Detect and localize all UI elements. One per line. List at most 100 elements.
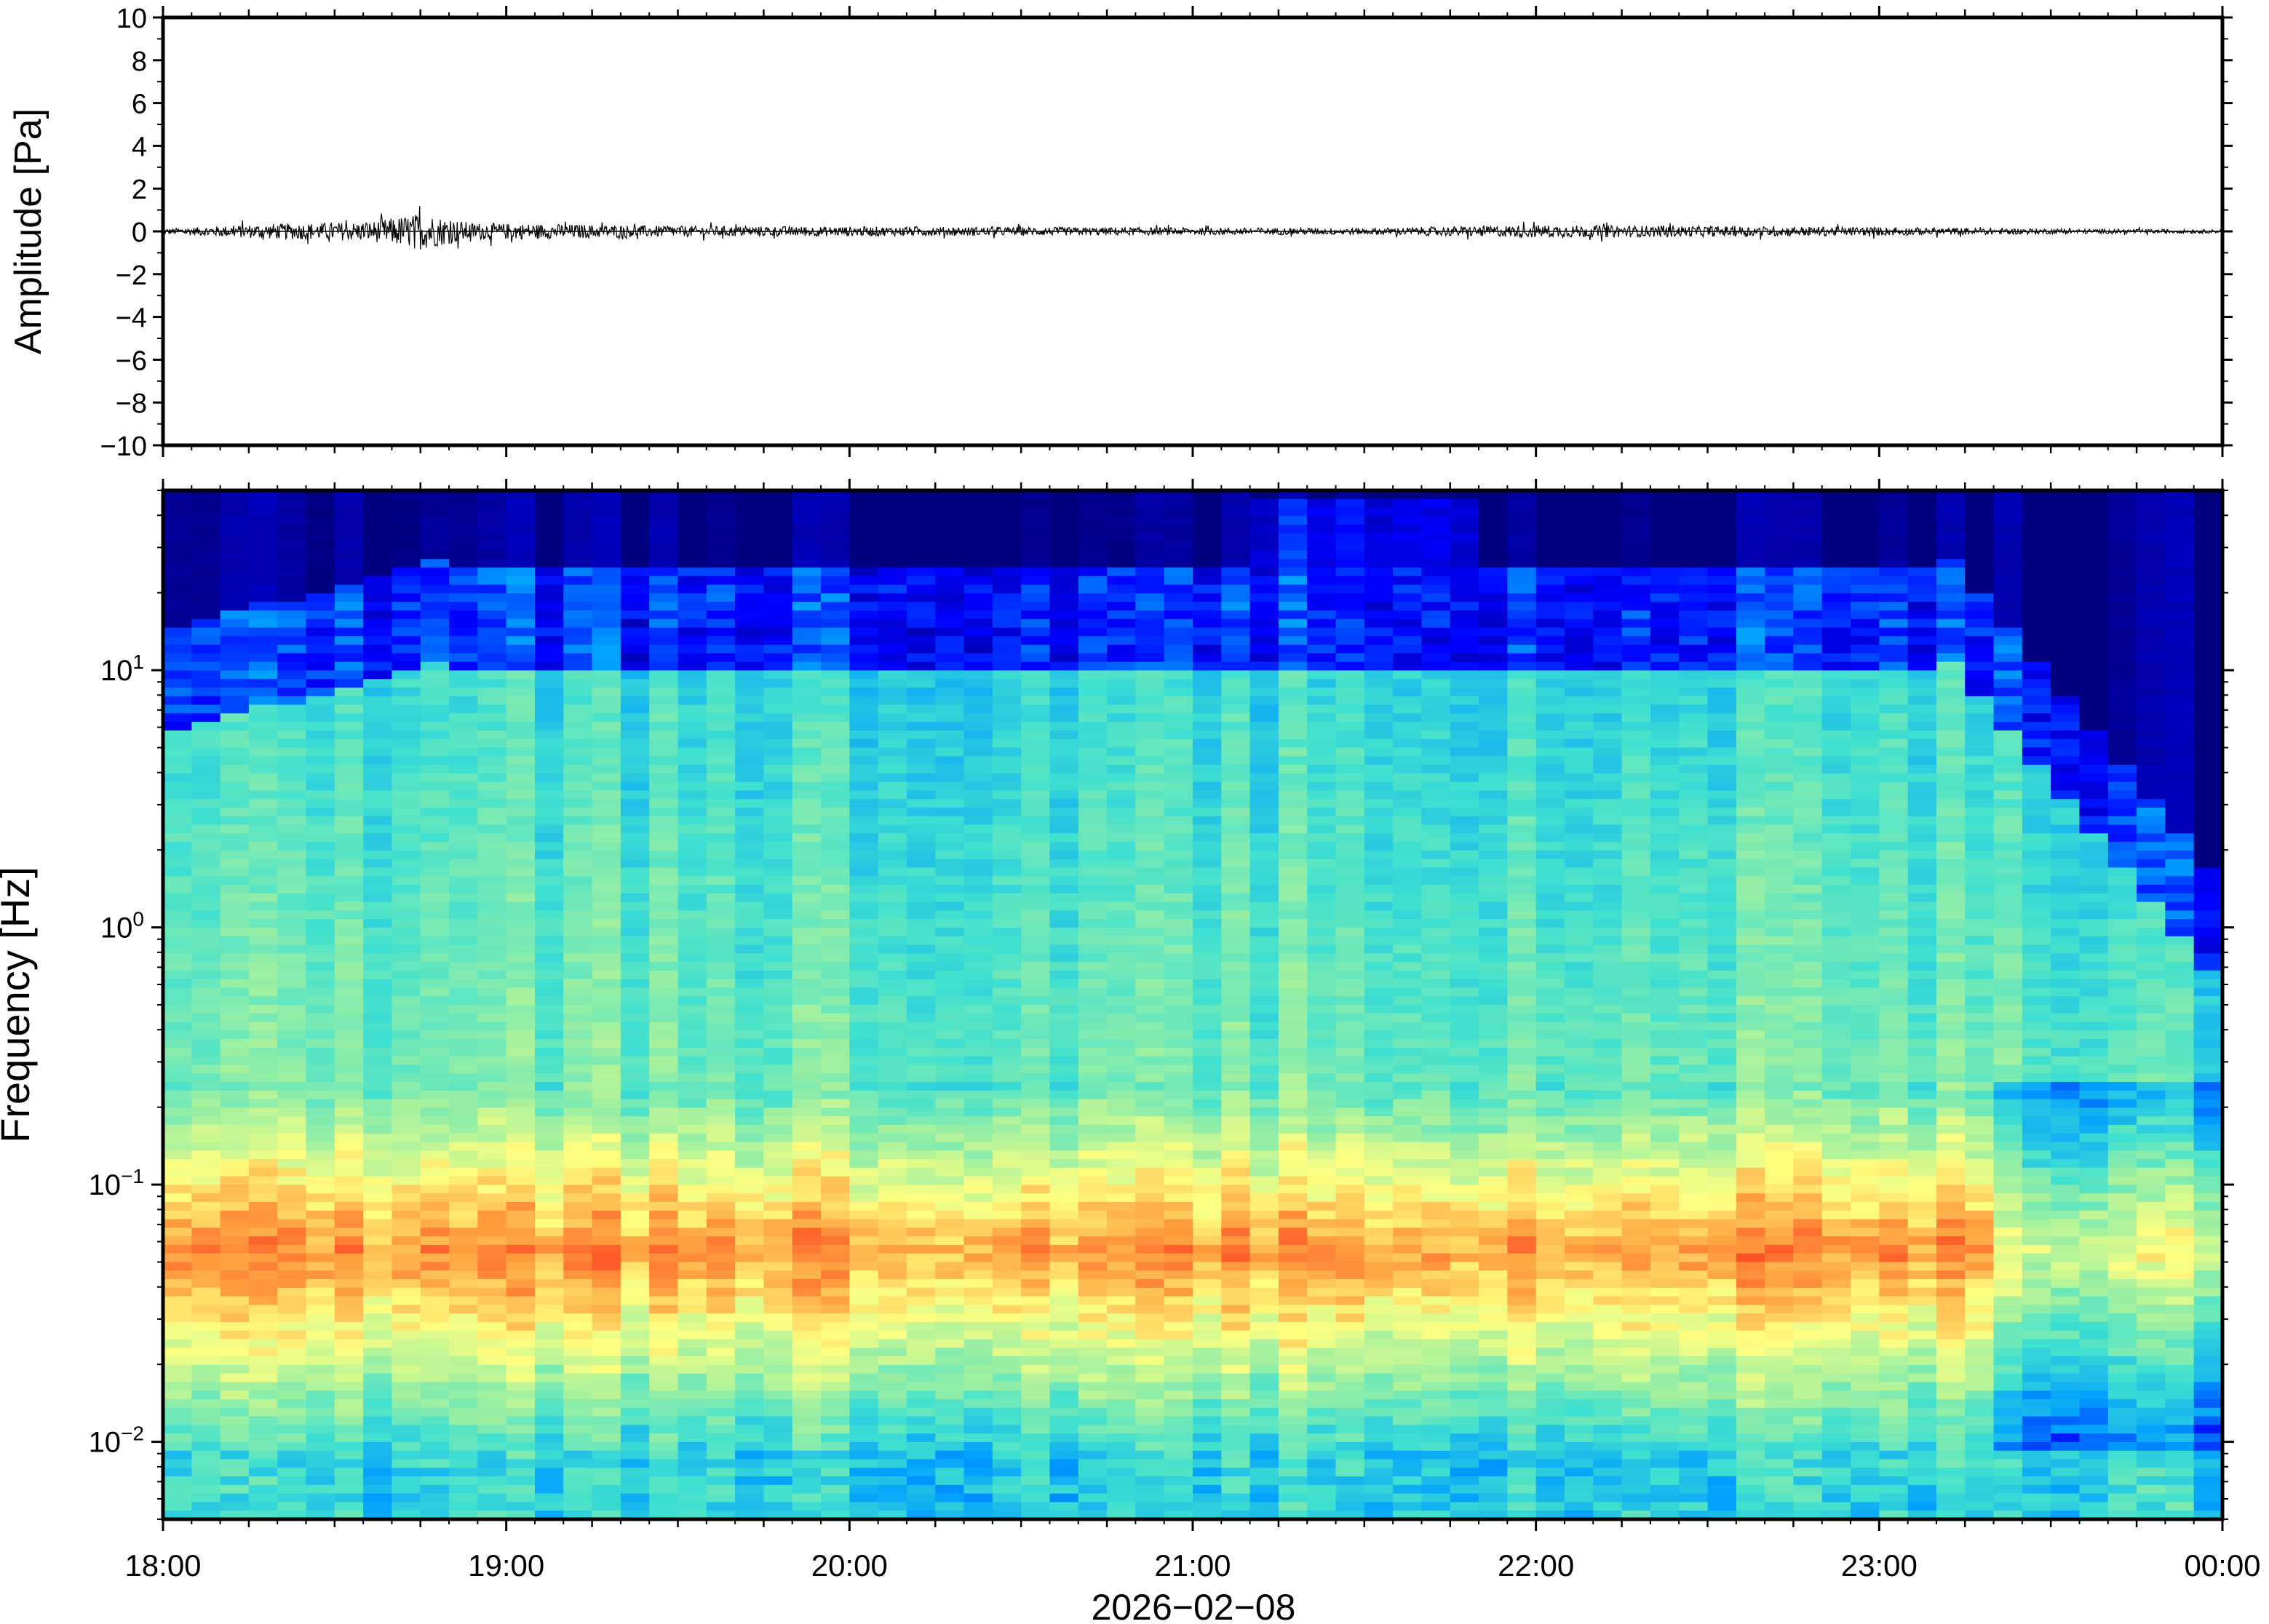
spectrogram-cell [1049,593,1079,602]
spectrogram-cell [392,1305,421,1314]
spectrogram-cell [563,1064,593,1074]
spectrogram-cell [935,987,965,997]
spectrogram-cell [1164,799,1193,808]
spectrogram-cell [649,824,679,834]
spectrogram-cell [191,1484,221,1494]
spectrogram-cell [449,1459,478,1468]
spectrogram-cell [1164,1047,1193,1057]
spectrogram-cell [334,1339,364,1348]
spectrogram-cell [1049,1030,1079,1040]
spectrogram-cell [1221,1227,1251,1237]
spectrogram-cell [191,713,221,723]
spectrogram-cell [392,1399,421,1409]
spectrogram-cell [1021,1082,1051,1091]
spectrogram-cell [163,541,192,552]
spectrogram-cell [620,987,650,997]
spectrogram-cell [392,1433,421,1443]
spectrogram-cell [1193,1013,1222,1023]
spectrogram-cell [420,1227,450,1237]
spectrogram-cell [1193,1236,1222,1246]
spectrogram-cell [1107,541,1136,552]
spectrogram-cell [1164,885,1193,894]
spectrogram-cell [506,756,536,765]
spectrogram-cell [534,1313,564,1323]
spectrogram-cell [1278,1210,1308,1220]
spectrogram-cell [821,1176,850,1186]
spectrogram-cell [334,1142,364,1151]
spectrogram-cell [191,1244,221,1254]
spectrogram-cell [1278,679,1308,688]
spectrogram-cell [963,756,993,765]
spectrogram-cell [277,550,307,560]
spectrogram-cell [334,799,364,808]
spectrogram-cell [1221,568,1251,577]
spectrogram-cell [477,1124,507,1134]
spectrogram-cell [420,602,450,611]
spectrogram-cell [449,1013,478,1023]
spectrogram-cell [220,1236,250,1246]
spectrogram-cell [220,1022,250,1031]
spectrogram-cell [821,1099,850,1108]
spectrogram-cell [248,670,278,680]
spectrogram-cell [706,507,736,517]
spectrogram-cell [1078,1030,1108,1040]
spectrogram-cell [363,533,393,543]
spectrogram-cell [649,1210,679,1220]
spectrogram-cell [792,1090,822,1100]
spectrogram-cell [1193,1450,1222,1460]
spectrogram-cell [706,927,736,937]
spectrogram-cell [248,1039,278,1048]
spectrogram-cell [1221,962,1251,971]
spectrogram-cell [449,790,478,800]
spectrogram-cell [935,1321,965,1332]
spectrogram-cell [735,996,765,1006]
spectrogram-cell [935,1305,965,1314]
spectrogram-cell [477,953,507,963]
spectrogram-cell [1164,1167,1193,1177]
spectrogram-cell [163,1348,192,1357]
spectrogram-cell [592,1356,621,1366]
spectrogram-cell [963,507,993,517]
spectrogram-cell [248,859,278,869]
spectrogram-cell [363,1484,393,1494]
spectrogram-cell [1049,747,1079,757]
spectrogram-cell [220,970,250,980]
spectrogram-cell [1278,1244,1308,1254]
spectrogram-cell [1278,765,1308,774]
spectrogram-cell [1107,627,1136,637]
spectrogram-cell [420,1364,450,1374]
spectrogram-cell [992,1262,1022,1271]
spectrogram-cell [563,1348,593,1357]
spectrogram-cell [1135,1090,1165,1100]
spectrogram-cell [992,1416,1022,1425]
spectrogram-cell [878,1030,907,1040]
spectrogram-cell [849,525,879,534]
spectrogram-cell [1107,688,1136,697]
spectrogram-cell [1221,1082,1251,1091]
spectrogram-cell [1078,1022,1108,1031]
spectrogram-cell [849,756,879,765]
spectrogram-cell [1049,1305,1079,1314]
spectrogram-cell [306,1150,335,1160]
spectrogram-cell [506,490,536,500]
spectrogram-cell [878,1416,907,1425]
spectrogram-cell [1249,1348,1279,1357]
spectrogram-cell [706,824,736,834]
spectrogram-cell [420,799,450,808]
spectrogram-cell [163,1476,192,1486]
spectrogram-cell [1221,1313,1251,1323]
spectrogram-cell [1135,1030,1165,1040]
spectrogram-cell [1135,1390,1165,1400]
spectrogram-cell [534,679,564,688]
spectrogram-cell [677,816,707,826]
spectrogram-cell [477,1022,507,1031]
spectrogram-cell [878,1219,907,1228]
spectrogram-cell [306,1244,335,1254]
spectrogram-cell [534,1407,564,1417]
spectrogram-cell [534,670,564,680]
spectrogram-cell [906,1450,936,1460]
spectrogram-cell [763,1047,793,1057]
spectrogram-cell [163,1227,192,1237]
spectrogram-cell [878,996,907,1006]
spectrogram-cell [363,987,393,997]
